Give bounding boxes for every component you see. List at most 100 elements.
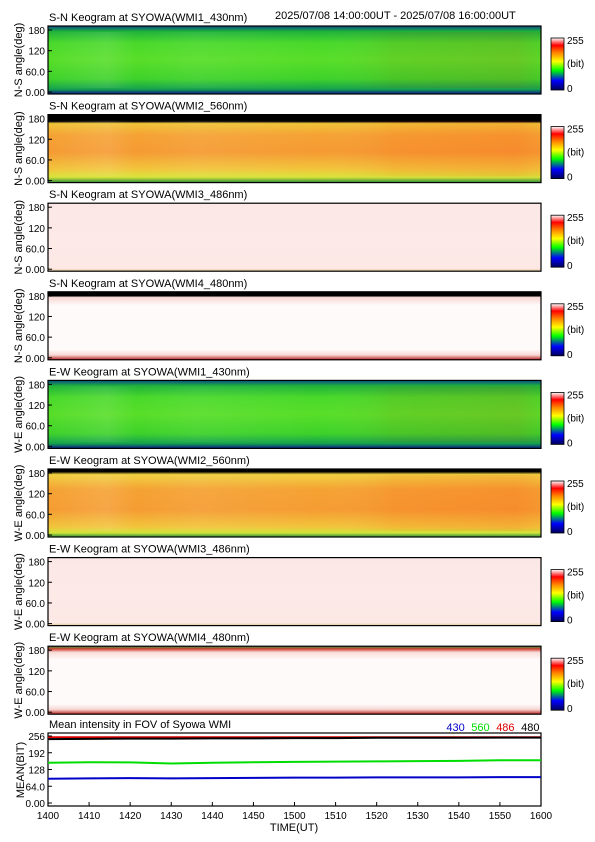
chart-title: Mean intensity in FOV of Syowa WMI <box>49 719 231 731</box>
colorbar-min-label: 0 <box>567 261 573 272</box>
y-tick-label: 128 <box>28 766 45 777</box>
y-tick-label: 0.00 <box>26 265 46 276</box>
keogram-frame <box>47 645 542 715</box>
legend-entry-480: 480 <box>521 722 539 734</box>
colorbar-unit-label: (bit) <box>567 325 584 336</box>
keogram-panel: S-N Keogram at SYOWA(WMI3_486nm) 0.00 60.0… <box>13 189 584 276</box>
keogram-title: E-W Keogram at SYOWA(WMI2_560nm) <box>49 455 250 467</box>
keogram-texture <box>48 32 541 88</box>
y-tick-label: 0.00 <box>26 442 46 453</box>
keogram-title: S-N Keogram at SYOWA(WMI3_486nm) <box>49 189 247 201</box>
keogram-title: E-W Keogram at SYOWA(WMI4_480nm) <box>49 632 250 644</box>
keogram-title: S-N Keogram at SYOWA(WMI1_430nm) <box>49 12 247 24</box>
keogram-ylabel: W-E angle(deg) <box>13 465 25 542</box>
y-tick-label: 256 <box>28 732 45 743</box>
keogram-image <box>48 291 541 360</box>
y-tick-label: 0.00 <box>26 354 46 365</box>
colorbar-max-label: 255 <box>567 568 584 579</box>
y-tick-label: 192 <box>28 749 45 760</box>
y-tick-label: 60.0 <box>26 245 46 256</box>
colorbar-unit-label: (bit) <box>567 148 584 159</box>
keogram-panel: S-N Keogram at SYOWA(WMI1_430nm) 0.00 60.0… <box>13 12 584 99</box>
colorbar-min-label: 0 <box>567 527 573 538</box>
keogram-texture <box>48 475 541 531</box>
keogram-image <box>48 557 541 626</box>
colorbar-max-label: 255 <box>567 36 584 47</box>
keogram-panel: S-N Keogram at SYOWA(WMI4_480nm) 0.00 60.0… <box>13 278 584 365</box>
keogram-frame <box>47 468 542 538</box>
colorbar-unit-label: (bit) <box>567 413 584 424</box>
keogram-title: E-W Keogram at SYOWA(WMI3_486nm) <box>49 544 250 556</box>
x-tick-label: 1450 <box>242 811 265 822</box>
y-tick-label: 0.00 <box>26 177 46 188</box>
y-tick-label: 180 <box>28 469 45 480</box>
keogram-title: S-N Keogram at SYOWA(WMI2_560nm) <box>49 101 247 113</box>
colorbar-max-label: 255 <box>567 479 584 490</box>
x-tick-label: 1410 <box>78 811 101 822</box>
colorbar-min-label: 0 <box>567 84 573 95</box>
x-tick-label: 1520 <box>366 811 389 822</box>
x-tick-label: 1420 <box>119 811 142 822</box>
y-tick-label: 180 <box>28 203 45 214</box>
keogram-image <box>48 646 541 715</box>
y-tick-label: 180 <box>28 26 45 37</box>
series-line-560 <box>47 759 541 765</box>
y-tick-label: 120 <box>28 224 45 235</box>
legend-entry-486: 486 <box>496 722 514 734</box>
x-tick-label: 1440 <box>201 811 224 822</box>
y-tick-label: 180 <box>28 558 45 569</box>
time-range-label: 2025/07/08 14:00:00UT - 2025/07/08 16:00… <box>275 10 516 22</box>
colorbar <box>550 480 565 534</box>
keogram-frame <box>47 113 542 184</box>
chart-legend: 480 486 560 430 <box>446 722 539 734</box>
y-tick-label: 120 <box>28 401 45 412</box>
keogram-ylabel: N-S angle(deg) <box>13 200 25 275</box>
colorbar <box>550 569 565 622</box>
mean-intensity-chart: Mean intensity in FOV of Syowa WMI 480 48… <box>15 719 553 834</box>
y-tick-label: 60.0 <box>26 599 46 610</box>
y-tick-label: 120 <box>28 47 45 58</box>
x-tick-label: 1550 <box>489 811 512 822</box>
colorbar-min-label: 0 <box>567 616 573 627</box>
colorbar <box>550 303 565 357</box>
plot-area <box>47 732 542 807</box>
series-line-430 <box>47 776 541 780</box>
y-tick-label: 180 <box>28 646 45 657</box>
colorbar <box>550 37 565 91</box>
x-tick-label: 1400 <box>37 811 60 822</box>
keogram-ylabel: W-E angle(deg) <box>13 376 25 453</box>
x-axis-ticks: 1400 1410 1420 1430 1440 1450 1500 1510 1520 1530… <box>37 802 553 822</box>
y-tick-label: 60.0 <box>26 156 46 167</box>
keogram-title: S-N Keogram at SYOWA(WMI4_480nm) <box>49 278 247 290</box>
keogram-ylabel: W-E angle(deg) <box>13 642 25 719</box>
colorbar-min-label: 0 <box>567 704 573 715</box>
keogram-frame <box>47 291 542 361</box>
keogram-frame <box>47 556 542 627</box>
y-tick-label: 120 <box>28 667 45 678</box>
y-tick-label: 64.0 <box>26 782 46 793</box>
colorbar-max-label: 255 <box>567 656 584 667</box>
y-tick-label: 0.00 <box>26 708 46 719</box>
x-tick-label: 1500 <box>283 811 306 822</box>
x-tick-label: 1540 <box>448 811 471 822</box>
x-tick-label: 1600 <box>530 811 553 822</box>
keogram-panel: E-W Keogram at SYOWA(WMI4_480nm) 0.00 60.0… <box>13 632 584 719</box>
keogram-title: E-W Keogram at SYOWA(WMI1_430nm) <box>49 366 250 378</box>
colorbar <box>550 214 565 268</box>
series-lines <box>47 736 541 780</box>
x-tick-label: 1530 <box>407 811 430 822</box>
colorbar-unit-label: (bit) <box>567 59 584 70</box>
colorbar <box>550 657 565 711</box>
keogram-ylabel: N-S angle(deg) <box>13 289 25 364</box>
colorbar-unit-label: (bit) <box>567 502 584 513</box>
keogram-panels: S-N Keogram at SYOWA(WMI1_430nm) 0.00 60.0… <box>13 12 584 719</box>
keogram-ylabel: W-E angle(deg) <box>13 553 25 630</box>
x-tick-label: 1430 <box>160 811 183 822</box>
colorbar <box>550 391 565 445</box>
colorbar-unit-label: (bit) <box>567 236 584 247</box>
x-axis-label: TIME(UT) <box>270 822 318 834</box>
colorbar-unit-label: (bit) <box>567 591 584 602</box>
x-tick-label: 1510 <box>324 811 347 822</box>
keogram-panel: S-N Keogram at SYOWA(WMI2_560nm) 0.00 60.0… <box>13 101 584 188</box>
